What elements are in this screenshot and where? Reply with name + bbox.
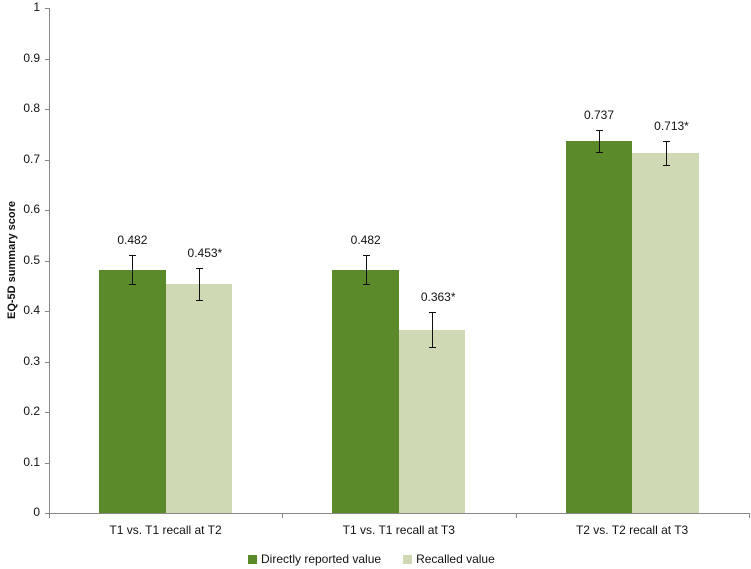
- y-tick-mark: [45, 462, 50, 464]
- data-label: 0.737: [583, 107, 615, 122]
- bar-recalled: [398, 329, 466, 513]
- error-bar-cap: [129, 283, 137, 285]
- y-tick-label: 0: [33, 505, 40, 519]
- error-bar: [432, 312, 434, 348]
- y-tick-label: 0.2: [23, 404, 40, 418]
- x-tick-mark: [515, 513, 517, 518]
- y-tick-label: 0.6: [23, 202, 40, 216]
- y-tick-label: 0.3: [23, 353, 40, 368]
- legend-item-recalled: Recalled value: [403, 552, 495, 566]
- error-bar-cap: [596, 151, 603, 153]
- legend-swatch-directly-reported: [248, 554, 257, 564]
- legend-swatch-recalled: [403, 554, 413, 564]
- x-tick-mark: [748, 513, 750, 518]
- error-bar: [665, 140, 667, 165]
- data-label: 0.482: [350, 233, 381, 248]
- error-bar: [365, 255, 367, 284]
- error-bar-cap: [362, 283, 370, 285]
- x-tick-mark: [282, 513, 284, 518]
- legend-item-directly-reported: Directly reported value: [248, 552, 381, 566]
- y-tick-mark: [45, 412, 50, 413]
- y-tick-label: 1: [33, 0, 40, 14]
- data-label: 0.453*: [187, 246, 223, 261]
- x-category-label: T1 vs. T1 recall at T2: [109, 523, 222, 537]
- error-bar: [198, 268, 200, 301]
- y-tick-mark: [45, 109, 50, 110]
- legend-label: Recalled value: [416, 552, 495, 566]
- x-category-label: T1 vs. T1 recall at T3: [342, 523, 455, 537]
- y-tick-mark: [45, 361, 50, 363]
- bar-directly-reported: [99, 269, 166, 513]
- x-tick-mark: [49, 513, 50, 518]
- y-tick-label: 0.1: [23, 454, 40, 469]
- error-bar-cap: [429, 312, 437, 313]
- y-tick-mark: [45, 58, 50, 60]
- bar-recalled: [632, 152, 699, 513]
- error-bar-cap: [662, 140, 670, 142]
- error-bar-cap: [362, 255, 370, 257]
- y-tick-label: 0.7: [23, 151, 40, 166]
- y-tick-mark: [45, 260, 50, 262]
- error-bar: [132, 255, 134, 284]
- error-bar-cap: [195, 300, 203, 302]
- bar-directly-reported: [565, 140, 633, 513]
- data-label: 0.482: [117, 233, 148, 248]
- y-tick-mark: [45, 159, 50, 161]
- y-tick-mark: [45, 311, 50, 312]
- error-bar-cap: [195, 268, 203, 270]
- error-bar-cap: [662, 164, 670, 166]
- y-axis-line: [49, 8, 50, 514]
- data-label: 0.363*: [420, 290, 456, 304]
- legend: Directly reported value Recalled value: [248, 552, 517, 566]
- bar-recalled: [165, 284, 233, 513]
- y-tick-label: 0.9: [23, 50, 40, 65]
- legend-label: Directly reported value: [261, 552, 382, 566]
- data-label: 0.713*: [654, 118, 689, 133]
- x-category-label: T2 vs. T2 recall at T3: [575, 523, 689, 537]
- x-axis-line: [49, 513, 750, 514]
- y-tick-mark: [45, 8, 50, 9]
- bar-directly-reported: [332, 269, 399, 513]
- y-tick-label: 0.5: [23, 252, 40, 267]
- error-bar-cap: [129, 255, 137, 257]
- y-tick-label: 0.8: [23, 101, 40, 115]
- y-tick-mark: [45, 513, 50, 514]
- error-bar: [599, 129, 600, 152]
- error-bar-cap: [596, 129, 603, 131]
- y-tick-mark: [45, 210, 50, 211]
- y-tick-label: 0.4: [23, 303, 40, 317]
- error-bar-cap: [429, 347, 437, 349]
